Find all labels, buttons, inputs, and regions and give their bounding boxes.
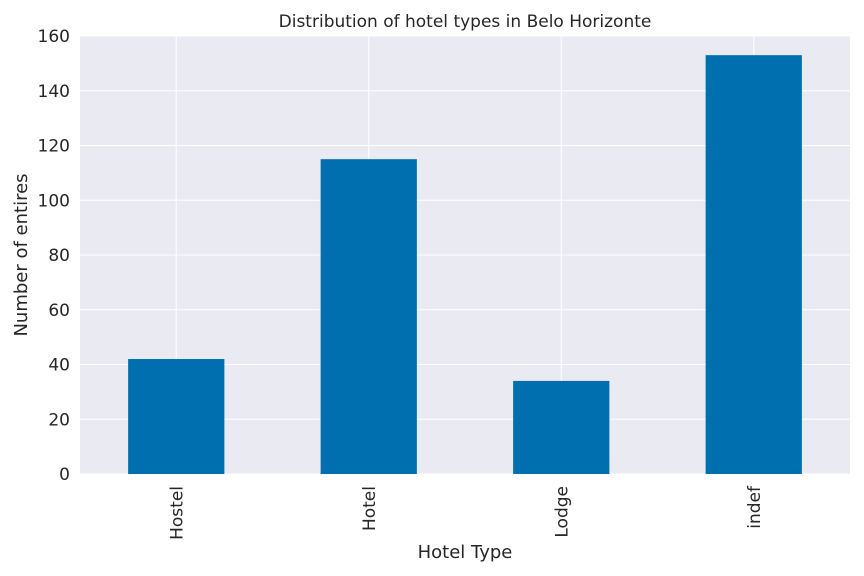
y-tick-label: 0 <box>59 465 70 485</box>
x-tick-label: Lodge <box>552 486 572 538</box>
x-tick-label: indef <box>745 485 765 529</box>
bar-indef <box>705 55 802 474</box>
y-axis-label: Number of entires <box>11 173 32 336</box>
y-axis-ticks: 0 20 40 60 80 100 120 140 160 <box>38 27 70 485</box>
x-axis-label: Hotel Type <box>418 542 513 563</box>
bar-hotel <box>320 159 417 474</box>
x-tick-label: Hotel <box>360 486 380 531</box>
y-tick-label: 100 <box>38 191 70 211</box>
y-tick-label: 160 <box>38 27 70 47</box>
bars <box>128 55 802 474</box>
y-tick-label: 120 <box>38 137 70 157</box>
y-tick-label: 40 <box>48 356 70 376</box>
bar-lodge <box>513 380 610 474</box>
y-tick-label: 60 <box>48 301 70 321</box>
y-tick-label: 20 <box>48 410 70 430</box>
y-tick-label: 140 <box>38 82 70 102</box>
bar-hostel <box>128 359 225 474</box>
chart-title: Distribution of hotel types in Belo Hori… <box>279 12 652 32</box>
x-tick-label: Hostel <box>167 486 187 540</box>
y-tick-label: 80 <box>48 246 70 266</box>
x-axis-ticks: Hostel Hotel Lodge indef <box>167 485 765 540</box>
